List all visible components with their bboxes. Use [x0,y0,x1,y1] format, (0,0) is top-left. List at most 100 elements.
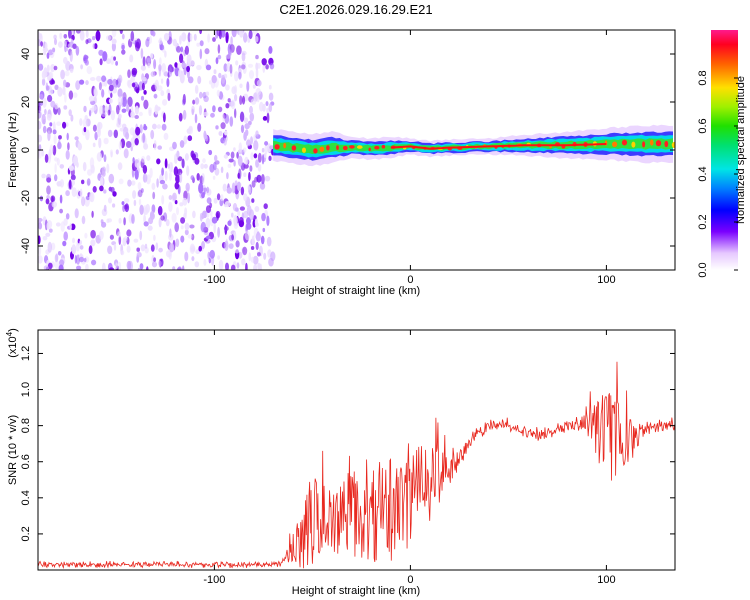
ridge-peak [274,144,280,150]
noise-speckle [156,158,161,165]
noise-speckle [251,235,255,246]
noise-speckle [265,64,269,70]
x-tick-label: 0 [407,274,413,286]
ridge-peak [642,141,646,148]
noise-speckle [141,82,145,91]
noise-speckle [180,217,186,224]
noise-speckle [38,63,44,71]
noise-speckle [243,117,249,124]
ridge-peak [655,140,662,147]
spectrogram-signal-ridge [273,124,675,167]
ridge-peak [349,145,355,149]
noise-speckle [198,105,203,116]
ridge-peak [671,141,675,149]
noise-speckle [194,157,200,165]
noise-speckle [91,210,94,218]
y-tick-label: 0 [20,147,32,153]
noise-speckle [113,56,116,61]
noise-speckle [161,63,166,73]
noise-speckle [147,225,153,231]
noise-speckle [42,236,48,241]
noise-speckle [149,35,152,44]
noise-speckle [239,30,244,38]
noise-speckle [205,64,212,71]
noise-speckle [124,235,128,242]
noise-speckle [168,201,173,212]
noise-speckle [46,52,50,59]
noise-speckle [135,126,141,136]
noise-speckle [248,70,255,79]
noise-speckle [174,222,179,233]
ridge-peak [368,147,371,152]
noise-speckle [59,32,63,39]
ridge-peak [374,145,380,150]
noise-speckle [52,129,57,135]
noise-speckle [63,34,68,39]
noise-speckle [236,151,239,159]
noise-speckle [182,109,187,120]
noise-speckle [146,155,151,161]
noise-speckle [264,141,269,146]
noise-speckle [46,64,50,73]
noise-speckle [58,139,61,149]
noise-speckle [260,235,265,245]
noise-speckle [164,170,168,182]
noise-speckle [50,100,56,108]
noise-speckle [79,188,83,198]
noise-speckle [194,97,200,105]
noise-speckle [146,57,151,63]
noise-speckle [53,65,58,71]
noise-speckle [119,30,123,34]
ridge-peak [621,139,628,146]
noise-speckle [88,245,93,255]
noise-speckle [71,187,77,198]
noise-speckle [212,162,217,171]
noise-speckle [108,267,115,270]
noise-speckle [186,165,190,176]
noise-speckle [245,262,248,270]
noise-speckle [194,84,199,94]
noise-speckle [206,186,210,194]
noise-speckle [45,232,51,237]
snr-panel: -100 0 100 0.2 0.4 0.6 0.8 1.0 1.2 Height of st… [5,328,676,597]
noise-speckle [47,94,53,103]
noise-speckle [223,137,227,146]
noise-speckle [82,118,88,129]
noise-speckle [152,191,156,200]
noise-speckle [217,226,221,238]
noise-speckle [265,101,269,107]
noise-speckle [224,201,231,208]
spectrogram-panel: -100 0 100 -40 -20 0 20 40 Height of straight … [7,29,676,297]
noise-speckle [244,230,251,241]
noise-speckle [234,108,237,119]
noise-speckle [123,148,129,159]
noise-speckle [149,212,155,220]
noise-speckle [46,185,51,195]
noise-speckle [168,66,175,73]
noise-speckle [130,30,135,42]
noise-speckle [187,32,191,43]
noise-speckle [99,58,103,66]
noise-speckle [168,195,173,200]
noise-speckle [153,140,157,151]
noise-speckle [254,36,259,43]
noise-speckle [109,234,114,240]
noise-speckle [127,260,133,270]
noise-speckle [227,220,232,226]
noise-speckle [194,261,200,268]
noise-speckle [255,159,259,168]
noise-speckle [62,240,67,247]
noise-speckle [213,69,217,75]
noise-speckle [160,78,164,84]
noise-speckle [41,173,46,179]
noise-speckle [262,227,266,233]
noise-speckle [226,187,233,194]
noise-speckle [130,76,135,83]
noise-speckle [118,178,124,185]
noise-speckle [255,232,261,242]
noise-speckle [231,234,235,241]
noise-speckle [159,179,166,185]
noise-speckle [150,53,154,59]
noise-speckle [140,64,146,71]
noise-speckle [133,238,139,243]
